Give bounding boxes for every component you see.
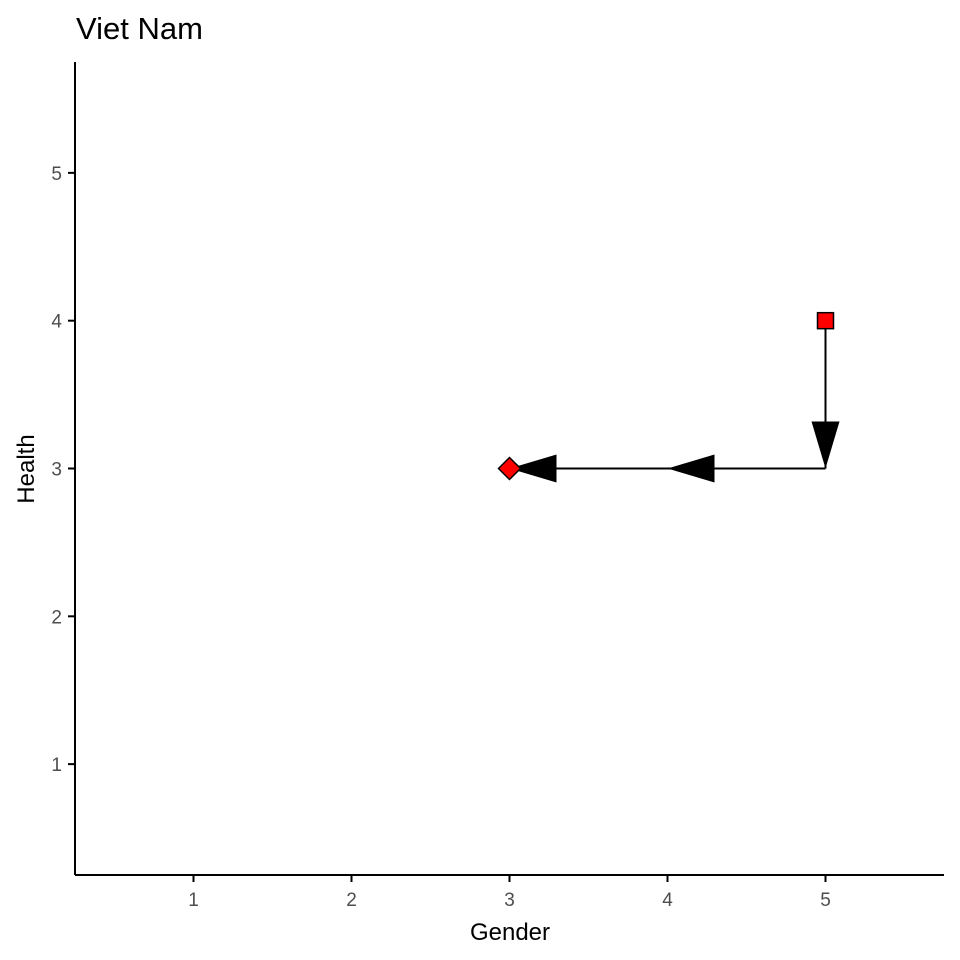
path-arrowhead	[509, 454, 557, 483]
x-tick-label: 3	[504, 890, 515, 911]
y-tick-label: 3	[51, 460, 62, 481]
x-tick-label: 5	[820, 890, 831, 911]
y-tick-label: 4	[51, 312, 62, 333]
y-axis-ticks: 1 2 3 4 5	[51, 164, 75, 776]
x-tick-label: 4	[662, 890, 673, 911]
path-arrowhead	[811, 421, 840, 469]
end-point-diamond	[497, 456, 522, 481]
y-tick-label: 2	[51, 607, 62, 628]
y-tick-label: 1	[51, 755, 62, 776]
y-tick-label: 5	[51, 164, 62, 185]
y-axis-title: Health	[13, 434, 40, 503]
trajectory	[509, 320, 840, 483]
path-arrowhead	[667, 454, 715, 483]
x-tick-label: 1	[188, 890, 199, 911]
x-tick-label: 2	[346, 890, 357, 911]
x-axis-ticks: 1 2 3 4 5	[188, 875, 831, 911]
start-point-square	[816, 311, 835, 330]
chart-title: Viet Nam	[76, 11, 203, 46]
x-axis-title: Gender	[470, 919, 550, 946]
data-points	[497, 311, 835, 481]
